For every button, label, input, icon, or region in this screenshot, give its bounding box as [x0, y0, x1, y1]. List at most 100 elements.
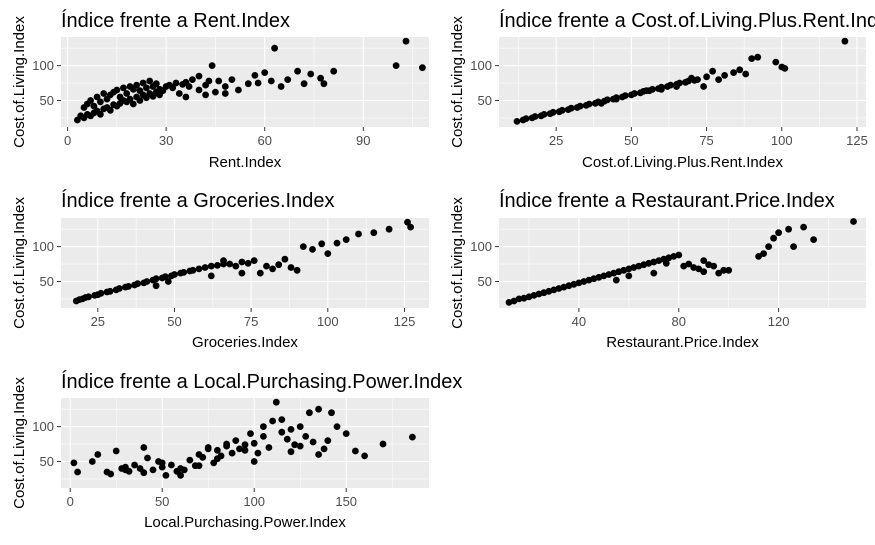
- data-point: [271, 44, 278, 52]
- data-point: [144, 454, 151, 462]
- data-point: [379, 440, 387, 448]
- data-point: [199, 453, 207, 461]
- data-point: [662, 259, 670, 267]
- data-point: [612, 95, 620, 103]
- data-point: [320, 445, 328, 453]
- x-tick-label: 25: [91, 314, 105, 329]
- data-point: [318, 240, 326, 248]
- x-tick-label: 50: [155, 494, 169, 509]
- data-point: [330, 67, 338, 75]
- x-tick-label: 50: [624, 133, 638, 148]
- data-point: [232, 262, 240, 270]
- data-point: [324, 250, 332, 257]
- data-point: [284, 76, 292, 83]
- data-point: [748, 55, 756, 62]
- data-point: [115, 285, 123, 292]
- data-point: [122, 463, 129, 471]
- data-point: [214, 455, 221, 463]
- data-point: [302, 433, 310, 440]
- data-point: [404, 218, 411, 226]
- major-gridlines: [61, 398, 429, 488]
- data-point: [299, 243, 307, 251]
- x-tick-label: 75: [244, 314, 258, 329]
- data-point: [88, 458, 96, 465]
- x-tick-label: 150: [335, 494, 357, 509]
- data-point: [291, 441, 299, 449]
- data-point: [205, 77, 213, 85]
- y-tick-label: 100: [32, 239, 54, 254]
- data-points: [505, 218, 857, 306]
- data-point: [272, 398, 280, 406]
- data-point: [352, 447, 359, 455]
- data-point: [226, 260, 234, 268]
- y-tick-label: 50: [40, 93, 54, 108]
- data-point: [87, 97, 94, 104]
- data-point: [513, 118, 521, 125]
- data-point: [250, 439, 258, 447]
- data-point: [182, 93, 190, 101]
- data-point: [700, 83, 707, 90]
- data-point: [315, 405, 322, 413]
- data-point: [195, 462, 203, 470]
- data-point: [131, 461, 139, 469]
- data-point: [736, 66, 744, 74]
- data-point: [221, 90, 229, 97]
- data-point: [152, 282, 160, 290]
- data-point: [207, 262, 215, 270]
- data-point: [649, 85, 656, 93]
- data-point: [531, 113, 539, 120]
- panel-title: Índice frente a Rent.Index: [61, 9, 290, 32]
- data-point: [342, 430, 350, 437]
- data-point: [90, 102, 98, 110]
- data-point: [419, 64, 426, 72]
- scatter-panel-cost-plus-rent-index: Índice frente a Cost.of.Living.Plus.Rent…: [449, 9, 875, 171]
- data-point: [171, 271, 178, 278]
- data-point: [785, 225, 792, 233]
- data-point: [309, 438, 317, 446]
- data-point: [294, 67, 301, 75]
- data-point: [244, 259, 252, 267]
- data-point: [169, 84, 177, 92]
- data-point: [143, 84, 150, 92]
- x-tick-label: 0: [64, 133, 71, 148]
- data-point: [195, 265, 203, 273]
- x-tick-label: 30: [159, 133, 173, 148]
- x-axis-title: Local.Purchasing.Power.Index: [144, 514, 346, 531]
- panel-title: Índice frente a Local.Purchasing.Power.I…: [61, 370, 462, 393]
- scatter-panel-local-purchasing-power-index: Índice frente a Local.Purchasing.Power.I…: [11, 370, 462, 531]
- data-point: [841, 37, 849, 45]
- data-point: [317, 74, 324, 82]
- data-point: [235, 86, 242, 94]
- data-point: [93, 93, 101, 101]
- data-point: [667, 81, 674, 89]
- data-point: [540, 111, 548, 118]
- data-point: [850, 218, 857, 225]
- data-point: [370, 229, 378, 237]
- data-point: [293, 266, 301, 274]
- data-point: [342, 236, 350, 244]
- data-point: [152, 275, 160, 283]
- data-point: [296, 442, 304, 450]
- data-point: [195, 72, 203, 80]
- data-point: [254, 449, 262, 457]
- data-point: [129, 100, 137, 108]
- data-point: [204, 445, 212, 453]
- data-point: [631, 90, 638, 97]
- panel-title: Índice frente a Restaurant.Price.Index: [499, 189, 835, 212]
- data-point: [277, 83, 285, 90]
- data-point: [515, 295, 523, 303]
- data-point: [650, 269, 658, 277]
- data-point: [185, 83, 193, 90]
- data-point: [287, 448, 295, 456]
- data-point: [97, 289, 105, 297]
- data-point: [333, 423, 341, 430]
- data-point: [70, 459, 78, 467]
- data-point: [278, 428, 286, 436]
- data-point: [576, 102, 584, 110]
- data-point: [765, 243, 772, 251]
- data-point: [214, 262, 221, 269]
- panel-title: Índice frente a Groceries.Index: [61, 189, 334, 212]
- data-point: [158, 459, 166, 467]
- data-point: [247, 430, 254, 437]
- data-point: [215, 77, 223, 85]
